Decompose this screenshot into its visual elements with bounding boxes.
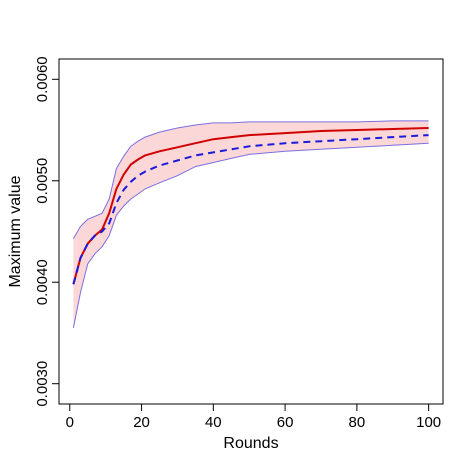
x-tick-label: 60: [277, 414, 294, 431]
y-axis-title: Maximum value: [7, 175, 24, 287]
x-axis-title: Rounds: [223, 435, 278, 452]
x-tick-label: 100: [416, 414, 441, 431]
y-tick-label: 0.0060: [34, 56, 51, 102]
x-tick-label: 80: [349, 414, 366, 431]
band-area: [73, 120, 429, 328]
confidence-band-layer: [72, 120, 429, 328]
dashed-series-line: [72, 134, 429, 285]
band-lower-edge: [72, 142, 429, 328]
x-axis: 0 20 40 60 80 100: [66, 403, 441, 431]
y-axis: 0.0030 0.0040 0.0050 0.0060: [34, 56, 60, 407]
x-tick-label: 20: [133, 414, 150, 431]
series-lines-layer: [72, 127, 429, 285]
x-tick-label: 0: [66, 414, 74, 431]
band-upper-edge: [72, 120, 429, 239]
y-tick-label: 0.0050: [34, 158, 51, 204]
y-tick-label: 0.0030: [34, 361, 51, 407]
x-tick-label: 40: [205, 414, 222, 431]
solid-series-line: [72, 127, 429, 285]
y-tick-label: 0.0040: [34, 259, 51, 305]
plot-frame: [58, 58, 444, 405]
